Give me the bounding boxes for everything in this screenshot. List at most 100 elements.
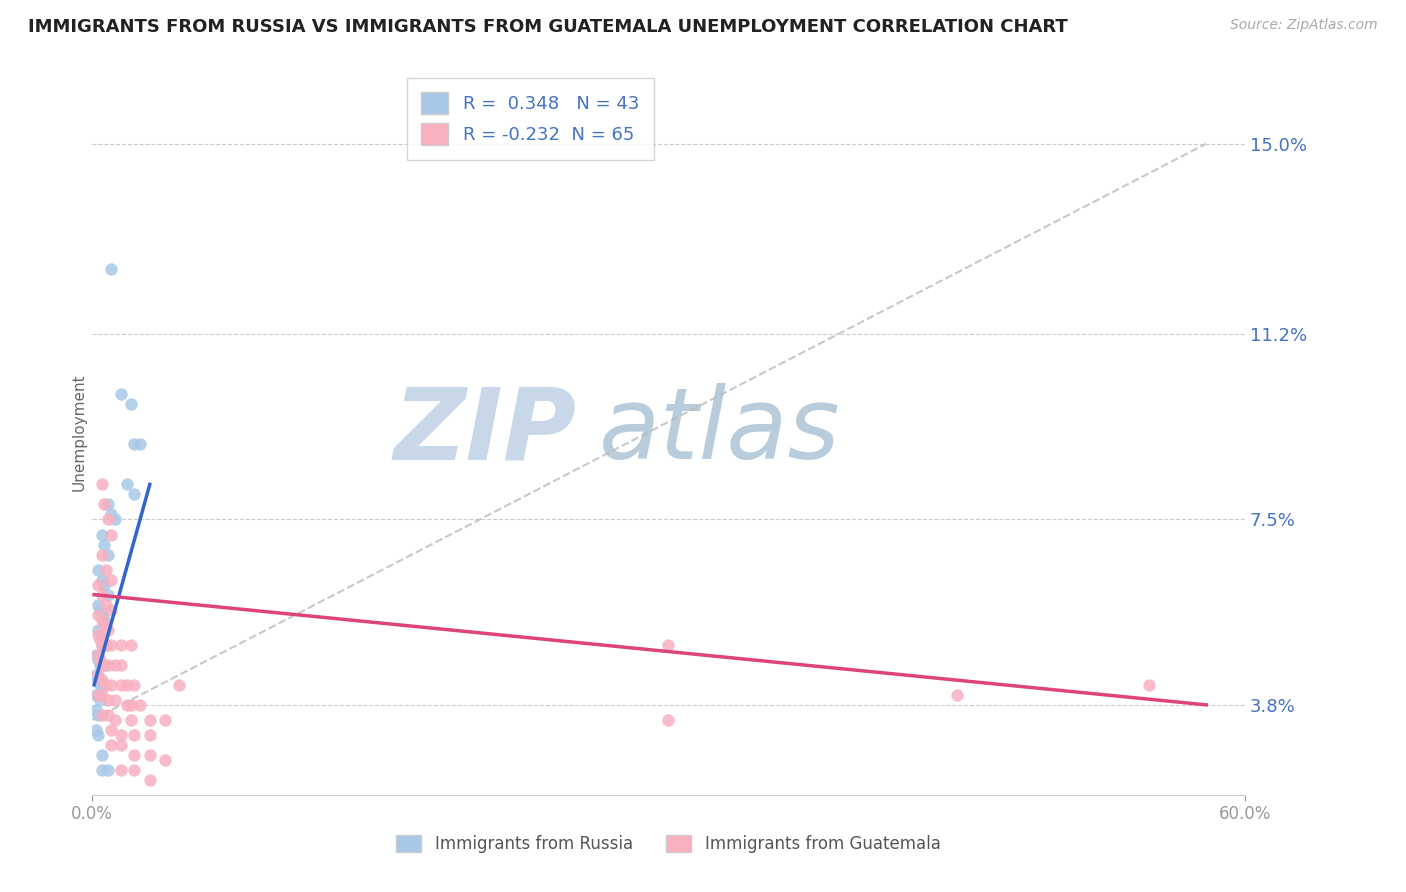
Point: [87, 653, 110, 667]
Point: [93, 657, 115, 672]
Point: [96, 588, 118, 602]
Point: [90, 638, 112, 652]
Point: [87, 623, 110, 637]
Point: [100, 573, 122, 587]
Point: [96, 693, 118, 707]
Point: [110, 738, 132, 752]
Point: [100, 638, 122, 652]
Point: [90, 673, 112, 687]
Point: [96, 498, 118, 512]
Point: [93, 498, 115, 512]
Point: [120, 698, 142, 712]
Point: [93, 613, 115, 627]
Point: [93, 537, 115, 551]
Point: [94, 678, 117, 692]
Point: [87, 688, 110, 702]
Point: [124, 437, 146, 451]
Point: [153, 753, 176, 767]
Point: [93, 617, 115, 632]
Point: [87, 707, 110, 722]
Point: [87, 577, 110, 591]
Point: [90, 548, 112, 562]
Point: [124, 678, 146, 692]
Point: [139, 713, 162, 727]
Point: [90, 678, 112, 692]
Point: [110, 657, 132, 672]
Point: [945, 688, 967, 702]
Point: [110, 387, 132, 401]
Point: [87, 648, 110, 662]
Point: [139, 728, 162, 742]
Point: [94, 563, 117, 577]
Point: [87, 598, 110, 612]
Point: [120, 713, 142, 727]
Point: [100, 602, 122, 616]
Point: [93, 657, 115, 672]
Point: [104, 657, 127, 672]
Point: [84, 668, 107, 682]
Point: [87, 563, 110, 577]
Point: [94, 638, 117, 652]
Point: [96, 512, 118, 526]
Point: [89, 628, 111, 642]
Y-axis label: Unemployment: Unemployment: [72, 373, 87, 491]
Point: [115, 698, 138, 712]
Text: Source: ZipAtlas.com: Source: ZipAtlas.com: [1230, 18, 1378, 32]
Point: [90, 707, 112, 722]
Point: [87, 688, 110, 702]
Point: [90, 613, 112, 627]
Point: [87, 607, 110, 622]
Point: [120, 638, 142, 652]
Text: ZIP: ZIP: [394, 384, 576, 480]
Point: [94, 598, 117, 612]
Point: [110, 728, 132, 742]
Point: [84, 723, 107, 737]
Point: [90, 477, 112, 491]
Text: atlas: atlas: [599, 384, 841, 480]
Point: [96, 623, 118, 637]
Point: [100, 723, 122, 737]
Legend: R =  0.348   N = 43, R = -0.232  N = 65: R = 0.348 N = 43, R = -0.232 N = 65: [406, 78, 654, 160]
Point: [115, 678, 138, 692]
Point: [104, 693, 127, 707]
Point: [90, 588, 112, 602]
Point: [87, 728, 110, 742]
Point: [84, 688, 107, 702]
Point: [124, 747, 146, 762]
Point: [87, 668, 110, 682]
Point: [90, 763, 112, 777]
Point: [96, 763, 118, 777]
Point: [100, 262, 122, 277]
Point: [153, 713, 176, 727]
Point: [124, 487, 146, 501]
Point: [93, 577, 115, 591]
Point: [96, 657, 118, 672]
Point: [90, 573, 112, 587]
Point: [139, 772, 162, 787]
Point: [129, 437, 152, 451]
Point: [120, 397, 142, 411]
Text: IMMIGRANTS FROM RUSSIA VS IMMIGRANTS FROM GUATEMALA UNEMPLOYMENT CORRELATION CHA: IMMIGRANTS FROM RUSSIA VS IMMIGRANTS FRO…: [28, 18, 1069, 36]
Point: [90, 527, 112, 541]
Point: [1137, 678, 1160, 692]
Point: [129, 698, 152, 712]
Point: [90, 607, 112, 622]
Point: [100, 508, 122, 522]
Point: [84, 703, 107, 717]
Point: [89, 693, 111, 707]
Point: [100, 738, 122, 752]
Point: [115, 477, 138, 491]
Point: [84, 648, 107, 662]
Point: [100, 678, 122, 692]
Point: [89, 632, 111, 647]
Point: [96, 548, 118, 562]
Point: [96, 707, 118, 722]
Point: [87, 628, 110, 642]
Point: [89, 678, 111, 692]
Point: [657, 713, 679, 727]
Point: [89, 602, 111, 616]
Point: [90, 688, 112, 702]
Point: [104, 713, 127, 727]
Point: [90, 638, 112, 652]
Point: [94, 638, 117, 652]
